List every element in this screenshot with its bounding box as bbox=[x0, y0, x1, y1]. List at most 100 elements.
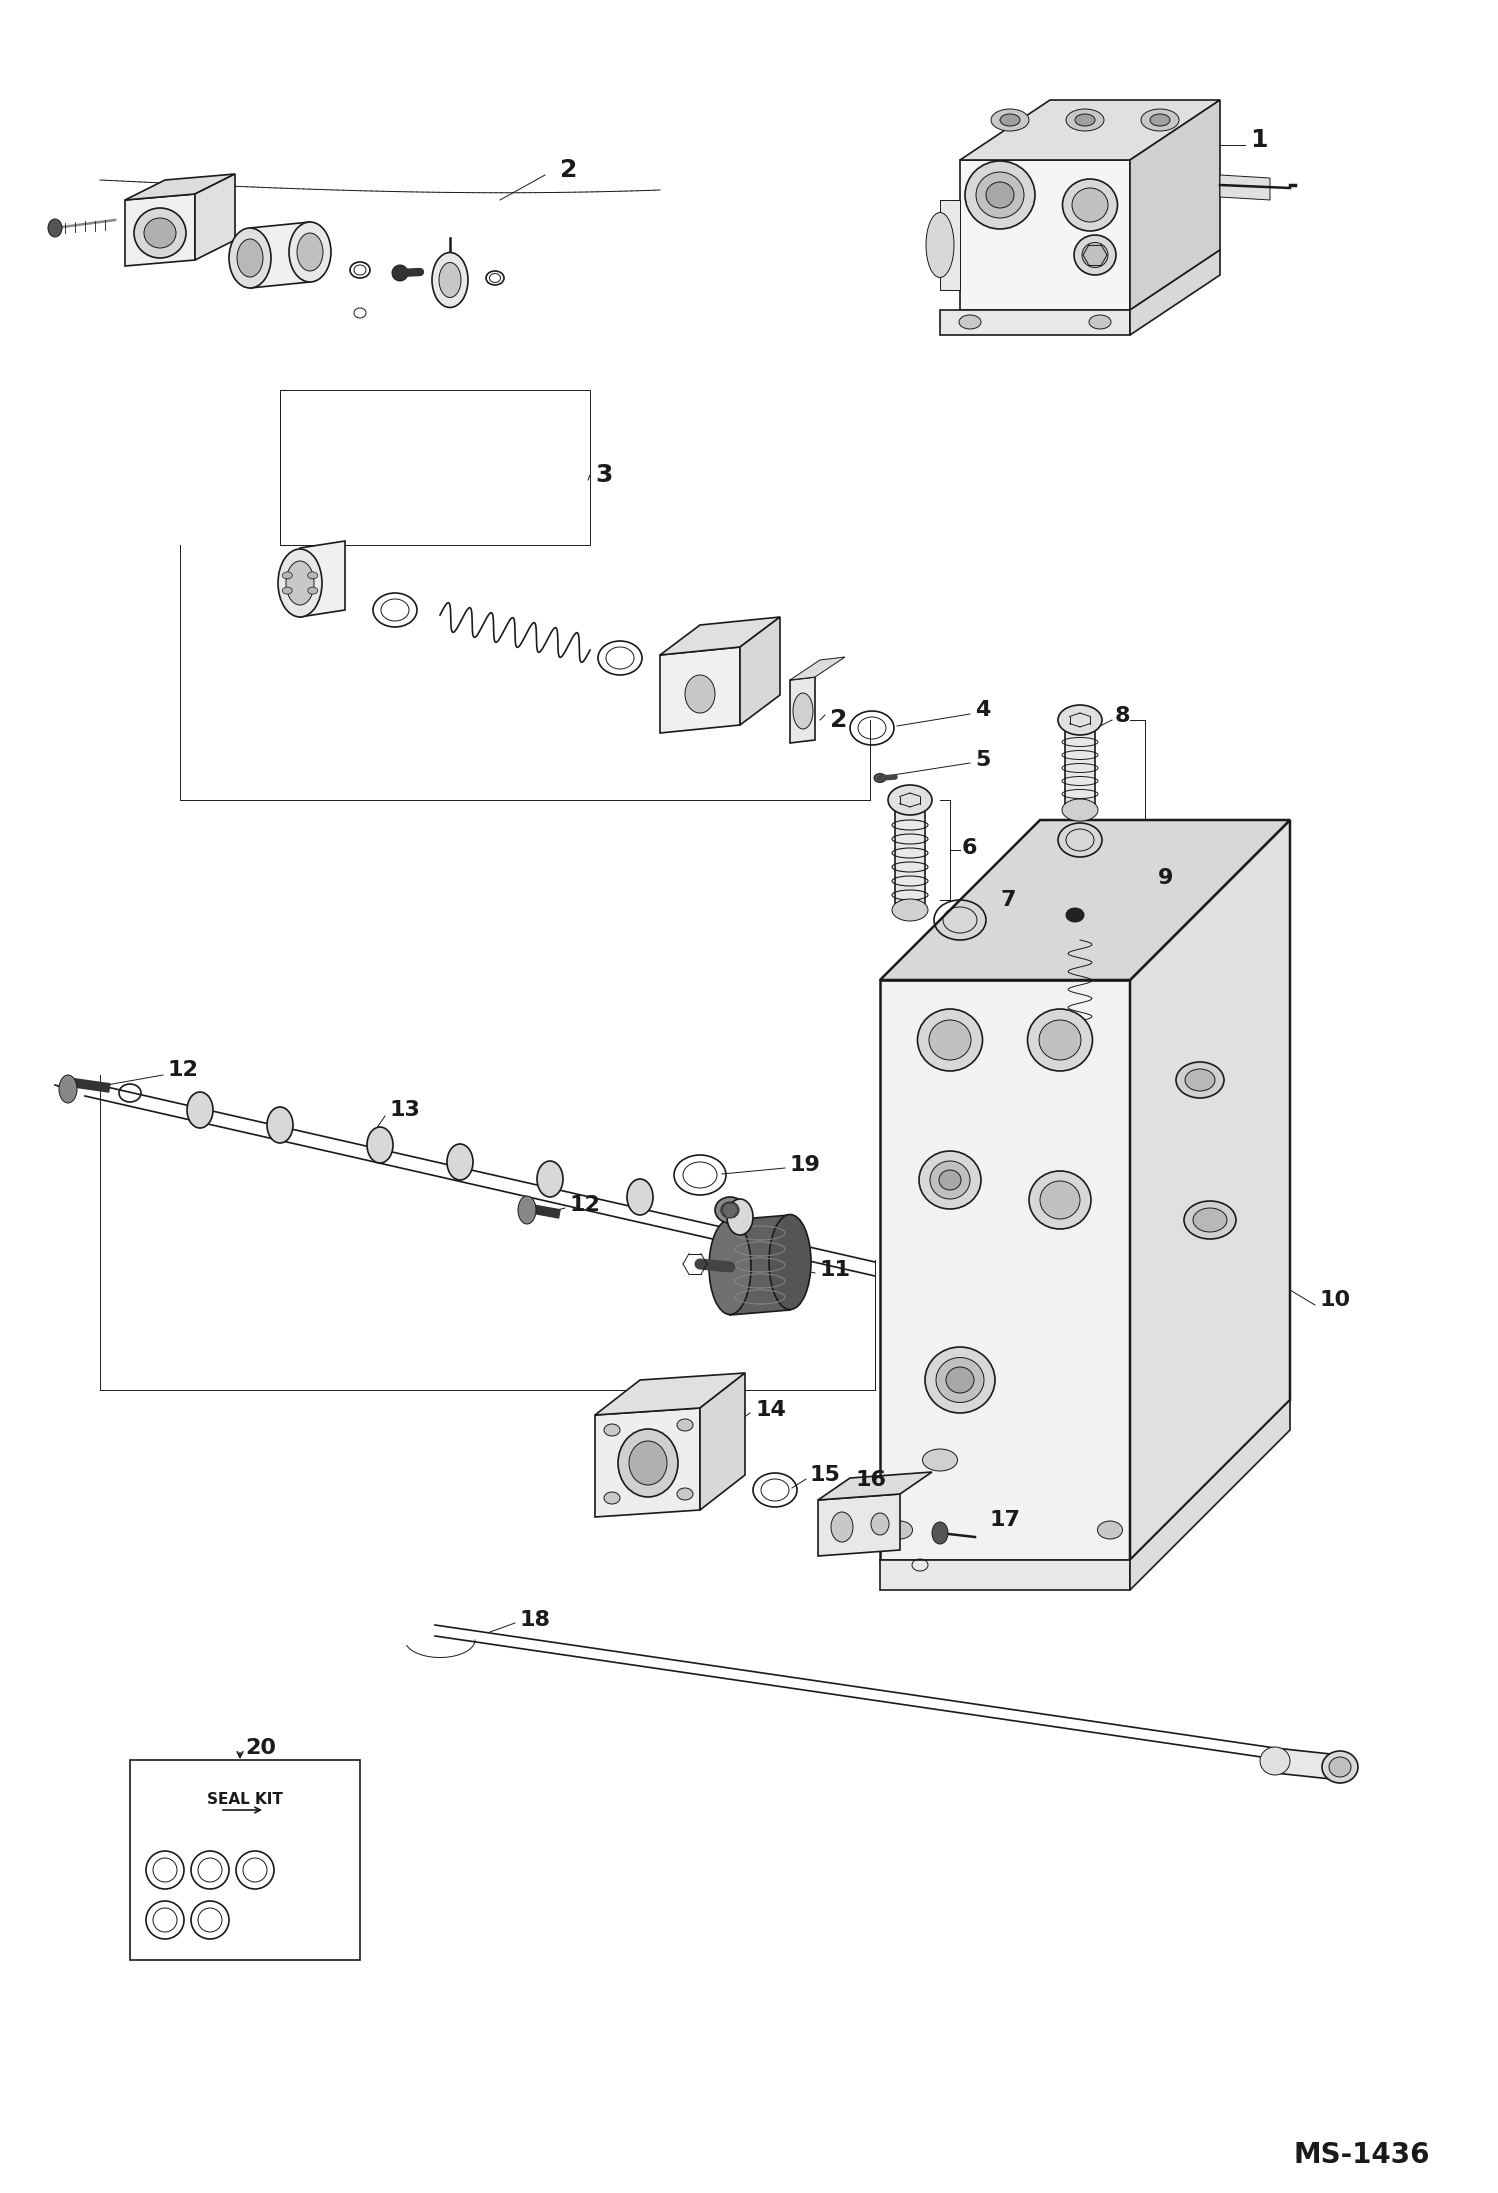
Text: 9: 9 bbox=[1158, 868, 1173, 888]
Ellipse shape bbox=[721, 1202, 739, 1217]
Ellipse shape bbox=[1089, 316, 1112, 329]
Ellipse shape bbox=[727, 1200, 753, 1235]
Polygon shape bbox=[300, 542, 345, 616]
Ellipse shape bbox=[891, 899, 927, 921]
Ellipse shape bbox=[1141, 110, 1179, 132]
Ellipse shape bbox=[307, 572, 318, 579]
Polygon shape bbox=[661, 616, 780, 656]
Polygon shape bbox=[941, 200, 960, 289]
Text: 6: 6 bbox=[962, 838, 978, 857]
Ellipse shape bbox=[1329, 1757, 1351, 1776]
Ellipse shape bbox=[282, 588, 292, 594]
Ellipse shape bbox=[1062, 180, 1118, 230]
Ellipse shape bbox=[58, 1075, 76, 1103]
Ellipse shape bbox=[677, 1489, 694, 1500]
Text: 2: 2 bbox=[560, 158, 577, 182]
Ellipse shape bbox=[187, 1092, 213, 1127]
Polygon shape bbox=[730, 1215, 789, 1316]
Polygon shape bbox=[818, 1493, 900, 1557]
Bar bbox=[280, 390, 590, 546]
Ellipse shape bbox=[888, 785, 932, 816]
Ellipse shape bbox=[1067, 110, 1104, 132]
Ellipse shape bbox=[439, 263, 461, 298]
Ellipse shape bbox=[929, 1020, 971, 1059]
Ellipse shape bbox=[307, 588, 318, 594]
Ellipse shape bbox=[1040, 1182, 1080, 1219]
Text: 8: 8 bbox=[1115, 706, 1131, 726]
Ellipse shape bbox=[229, 228, 271, 287]
Ellipse shape bbox=[604, 1423, 620, 1436]
Ellipse shape bbox=[926, 213, 954, 279]
Ellipse shape bbox=[685, 675, 715, 713]
Text: 12: 12 bbox=[168, 1059, 199, 1079]
Text: 5: 5 bbox=[975, 750, 990, 770]
Ellipse shape bbox=[518, 1195, 536, 1224]
Polygon shape bbox=[1275, 1748, 1341, 1781]
Ellipse shape bbox=[1062, 798, 1098, 820]
Ellipse shape bbox=[792, 693, 813, 728]
Ellipse shape bbox=[959, 316, 981, 329]
Polygon shape bbox=[661, 647, 740, 732]
Ellipse shape bbox=[536, 1160, 563, 1197]
Polygon shape bbox=[250, 221, 310, 287]
Polygon shape bbox=[595, 1408, 700, 1518]
Ellipse shape bbox=[1323, 1750, 1359, 1783]
Polygon shape bbox=[941, 309, 1129, 336]
Text: 14: 14 bbox=[755, 1399, 786, 1421]
Polygon shape bbox=[789, 658, 845, 680]
Polygon shape bbox=[960, 101, 1219, 160]
Ellipse shape bbox=[873, 774, 885, 783]
Ellipse shape bbox=[392, 265, 407, 281]
Ellipse shape bbox=[1150, 114, 1170, 125]
Text: 13: 13 bbox=[389, 1101, 421, 1121]
Text: 7: 7 bbox=[1001, 890, 1016, 910]
Text: MS-1436: MS-1436 bbox=[1293, 2140, 1431, 2169]
Text: 4: 4 bbox=[975, 700, 990, 719]
Ellipse shape bbox=[1073, 189, 1109, 221]
Polygon shape bbox=[595, 1373, 745, 1414]
Polygon shape bbox=[1219, 175, 1270, 200]
Ellipse shape bbox=[930, 1160, 971, 1200]
Polygon shape bbox=[1129, 101, 1219, 309]
Text: 3: 3 bbox=[595, 463, 613, 487]
Ellipse shape bbox=[297, 232, 324, 272]
Ellipse shape bbox=[924, 1347, 995, 1412]
Polygon shape bbox=[789, 678, 815, 743]
Ellipse shape bbox=[446, 1145, 473, 1180]
Ellipse shape bbox=[1098, 1522, 1122, 1539]
Text: 20: 20 bbox=[246, 1739, 276, 1759]
Ellipse shape bbox=[1058, 704, 1103, 735]
Polygon shape bbox=[1129, 820, 1290, 1559]
Text: SEAL KIT: SEAL KIT bbox=[207, 1792, 283, 1807]
Ellipse shape bbox=[431, 252, 467, 307]
Polygon shape bbox=[879, 1559, 1129, 1590]
Ellipse shape bbox=[677, 1419, 694, 1432]
Polygon shape bbox=[818, 1472, 932, 1500]
Polygon shape bbox=[894, 807, 924, 910]
Ellipse shape bbox=[986, 182, 1014, 208]
Polygon shape bbox=[879, 980, 1129, 1559]
Ellipse shape bbox=[144, 217, 175, 248]
Ellipse shape bbox=[965, 160, 1035, 228]
Ellipse shape bbox=[629, 1441, 667, 1485]
Ellipse shape bbox=[604, 1491, 620, 1504]
Text: 19: 19 bbox=[789, 1156, 821, 1175]
Polygon shape bbox=[124, 193, 195, 265]
Ellipse shape bbox=[237, 239, 264, 276]
Text: 12: 12 bbox=[571, 1195, 601, 1215]
Polygon shape bbox=[1129, 250, 1219, 336]
Ellipse shape bbox=[1176, 1061, 1224, 1099]
Ellipse shape bbox=[768, 1215, 810, 1309]
Ellipse shape bbox=[932, 1522, 948, 1544]
Polygon shape bbox=[700, 1373, 745, 1511]
Ellipse shape bbox=[1260, 1748, 1290, 1774]
Ellipse shape bbox=[939, 1171, 962, 1191]
Ellipse shape bbox=[286, 561, 315, 605]
Ellipse shape bbox=[367, 1127, 392, 1162]
Ellipse shape bbox=[977, 171, 1025, 217]
Ellipse shape bbox=[947, 1366, 974, 1393]
Ellipse shape bbox=[48, 219, 61, 237]
Text: 16: 16 bbox=[855, 1469, 885, 1489]
Polygon shape bbox=[195, 173, 235, 261]
Polygon shape bbox=[1065, 728, 1095, 809]
